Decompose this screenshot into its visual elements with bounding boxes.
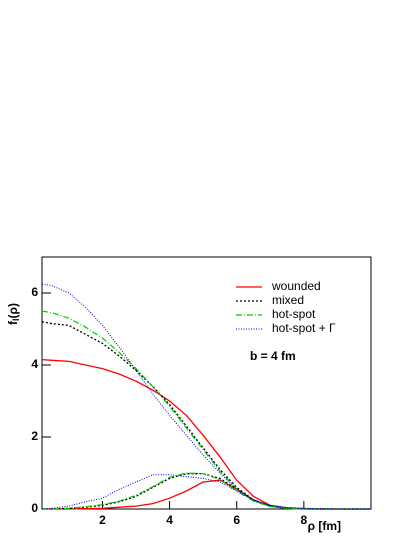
series-line	[41, 358, 371, 510]
annotation: b = 4 fm	[250, 349, 296, 363]
series-line	[41, 474, 371, 510]
y-tick-label: 0	[31, 501, 38, 515]
y-tick-label: 6	[31, 285, 38, 299]
x-tick-label: 2	[99, 513, 106, 527]
legend-label: hot-spot + Γ	[272, 321, 336, 335]
y-label-suffix: (ρ)	[6, 303, 20, 318]
legend-label: hot-spot	[272, 307, 316, 321]
series-line	[41, 283, 371, 510]
y-tick-label: 4	[31, 357, 38, 371]
y-tick-label: 2	[31, 429, 38, 443]
series-line	[42, 479, 371, 510]
y-label-subscript: l	[11, 318, 21, 321]
y-axis-label: fl(ρ)	[6, 303, 21, 325]
series-line	[42, 473, 371, 510]
y-label-main: f	[6, 320, 20, 325]
x-tick-label: 8	[301, 513, 308, 527]
x-tick-label: 6	[233, 513, 240, 527]
x-axis-label: ρ [fm]	[308, 519, 341, 533]
x-tick-label: 4	[166, 513, 173, 527]
series-line	[42, 472, 371, 510]
plot-frame	[41, 256, 372, 510]
series-line	[41, 310, 371, 510]
series-line	[41, 321, 371, 510]
legend-label: mixed	[272, 293, 304, 307]
legend-label: wounded	[271, 279, 321, 293]
